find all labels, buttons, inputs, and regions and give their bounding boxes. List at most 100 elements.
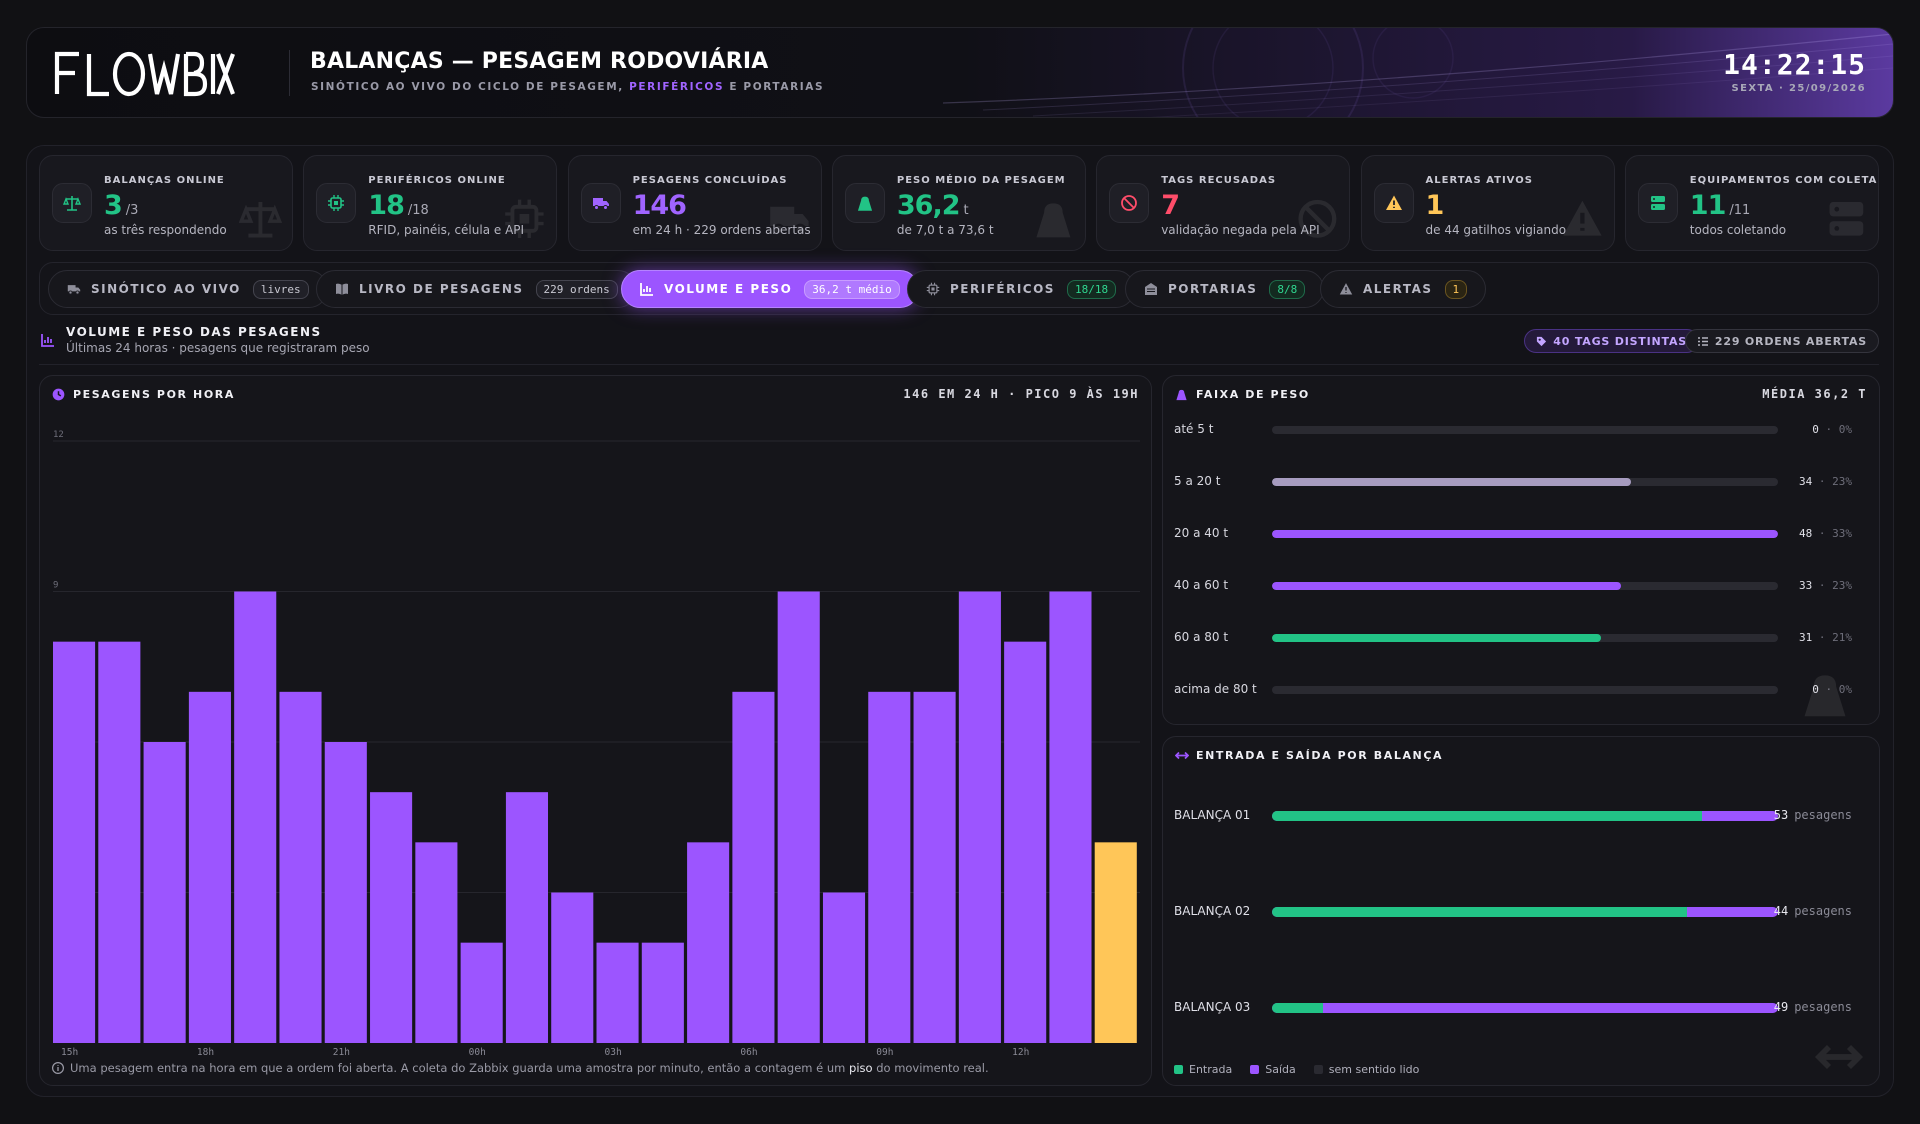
bar[interactable] [279, 691, 322, 1043]
bar[interactable] [234, 591, 277, 1044]
weight-range-fill [1272, 634, 1601, 642]
weight-range-pct: 23% [1832, 475, 1852, 488]
bar[interactable] [868, 691, 911, 1043]
bar[interactable] [596, 942, 639, 1043]
weight-range-pct: 0% [1838, 683, 1852, 696]
page-title: BALANÇAS — PESAGEM RODOVIÁRIA [310, 49, 769, 74]
page-subtitle: SINÓTICO AO VIVO DO CICLO DE PESAGEM, PE… [311, 81, 824, 93]
weight-range-row: 20 a 40 t 48 · 33% [1174, 524, 1864, 544]
kpi-value: 3/3 [104, 190, 138, 221]
bar[interactable] [324, 742, 367, 1043]
kpi-watermark-icon [767, 197, 810, 250]
weight-range-fill [1272, 582, 1622, 590]
kpi-value: 146 [633, 190, 690, 221]
kpi-unit: /18 [407, 203, 429, 218]
tab-livro-de-pesagens[interactable]: LIVRO DE PESAGENS 229 ordens [316, 270, 637, 308]
scale-flow-row: BALANÇA 03 49 pesagens [1174, 998, 1864, 1018]
subtitle-accent: PERIFÉRICOS [629, 81, 725, 93]
tab-label: LIVRO DE PESAGENS [359, 282, 524, 296]
weight-range-pct: 0% [1838, 423, 1852, 436]
bar[interactable] [53, 641, 96, 1043]
weight-range-value: 48 · 33% [1799, 527, 1852, 540]
kpi-label: TAGS RECUSADAS [1161, 175, 1277, 186]
weight-range-fill [1272, 478, 1632, 486]
scale-flow-label: BALANÇA 01 [1174, 808, 1251, 822]
legend-entrada-label: Entrada [1189, 1063, 1233, 1076]
kpi-number: 18 [368, 190, 405, 221]
bar[interactable] [370, 792, 413, 1043]
kpi-card: TAGS RECUSADAS 7 validação negada pela A… [1096, 155, 1351, 251]
weight-range-value: 0 · 0% [1812, 683, 1852, 696]
clock: 14:22:15 [1723, 48, 1866, 81]
bar[interactable] [732, 691, 775, 1043]
bar[interactable] [958, 591, 1001, 1044]
chip-icon [316, 183, 357, 223]
chart-icon [640, 282, 654, 296]
truck-icon [580, 183, 621, 223]
weight-range-pct: 23% [1832, 579, 1852, 592]
arrows-watermark-icon [1814, 1044, 1864, 1070]
weight-range-count: 33 [1799, 579, 1813, 592]
x-tick-label: 21h [333, 1047, 350, 1056]
scale-flow-value: 53 pesagens [1774, 808, 1852, 822]
scale-flow-label: BALANÇA 02 [1174, 904, 1251, 918]
tab-portarias[interactable]: PORTARIAS 8/8 [1125, 270, 1325, 308]
kpi-card: EQUIPAMENTOS COM COLETA 11/11 todos cole… [1624, 155, 1879, 251]
tab-bar: SINÓTICO AO VIVO livres LIVRO DE PESAGENS 2… [39, 262, 1879, 315]
list-icon [1697, 336, 1708, 346]
tab-alertas[interactable]: ALERTAS 1 [1320, 270, 1487, 308]
subtitle-post: E PORTARIAS [724, 81, 825, 93]
bar[interactable] [687, 842, 730, 1043]
kpi-number: 7 [1161, 190, 1180, 221]
bar[interactable] [143, 742, 186, 1043]
bar[interactable] [505, 792, 549, 1043]
kpi-number: 36,2 [896, 190, 961, 221]
tab-label: ALERTAS [1363, 282, 1433, 296]
weight-range-count: 0 [1812, 423, 1819, 436]
scale-flow-entrada [1272, 1003, 1323, 1013]
tab-perifericos[interactable]: PERIFÉRICOS 18/18 [907, 270, 1136, 308]
weight-range-value: 31 · 21% [1799, 631, 1852, 644]
entry-exit-legend: Entrada Saída sem sentido lido [1174, 1063, 1419, 1076]
kpi-label: PERIFÉRICOS ONLINE [368, 175, 506, 186]
orders-pill[interactable]: 229 ORDENS ABERTAS [1684, 329, 1879, 353]
weight-range-label: 60 a 80 t [1174, 630, 1229, 644]
kpi-card: BALANÇAS ONLINE 3/3 as três respondendo [39, 155, 293, 251]
tags-pill[interactable]: 40 TAGS DISTINTAS [1524, 329, 1699, 353]
bar[interactable] [1004, 641, 1047, 1043]
scale-flow-value: 49 pesagens [1774, 1000, 1852, 1014]
weight-range-card: FAIXA DE PESO MÉDIA 36,2 T até 5 t 0 · 0… [1162, 375, 1880, 725]
bar[interactable] [913, 691, 956, 1043]
bar[interactable] [98, 641, 141, 1043]
scale-flow-unit: pesagens [1794, 904, 1852, 918]
bar[interactable] [641, 942, 684, 1043]
kpi-label: EQUIPAMENTOS COM COLETA [1689, 175, 1878, 186]
weight-range-track [1272, 478, 1778, 486]
bar[interactable] [777, 591, 820, 1044]
bar[interactable] [460, 942, 503, 1043]
tab-badge: 18/18 [1066, 279, 1117, 299]
bar[interactable] [822, 892, 866, 1044]
bar[interactable] [415, 842, 458, 1043]
x-tick-label: 00h [469, 1047, 486, 1056]
bar[interactable] [1094, 842, 1137, 1043]
truck-icon [67, 282, 81, 296]
weight-range-track [1272, 686, 1778, 694]
header-decoration [943, 28, 1893, 117]
kpi-subtext: RFID, painéis, célula e API [368, 223, 525, 237]
header-divider [289, 50, 290, 96]
bar[interactable] [188, 691, 231, 1043]
kpi-subtext: de 7,0 t a 73,6 t [896, 223, 994, 237]
entry-exit-card: ENTRADA E SAÍDA POR BALANÇA BALANÇA 01 5… [1162, 736, 1880, 1086]
bar[interactable] [1049, 591, 1092, 1044]
bar[interactable] [551, 892, 594, 1044]
kpi-unit: /11 [1729, 203, 1751, 218]
weight-range-track [1272, 426, 1778, 434]
weight-range-label: 5 a 20 t [1174, 474, 1221, 488]
note-post: do movimento real. [872, 1061, 989, 1075]
kpi-watermark-icon [1032, 197, 1075, 250]
tab-volume-e-peso[interactable]: VOLUME E PESO 36,2 t médio [621, 270, 919, 308]
scale-flow-unit: pesagens [1794, 808, 1852, 822]
weight-range-label: acima de 80 t [1174, 682, 1257, 696]
tab-sinotico-ao-vivo[interactable]: SINÓTICO AO VIVO livres [48, 270, 328, 308]
